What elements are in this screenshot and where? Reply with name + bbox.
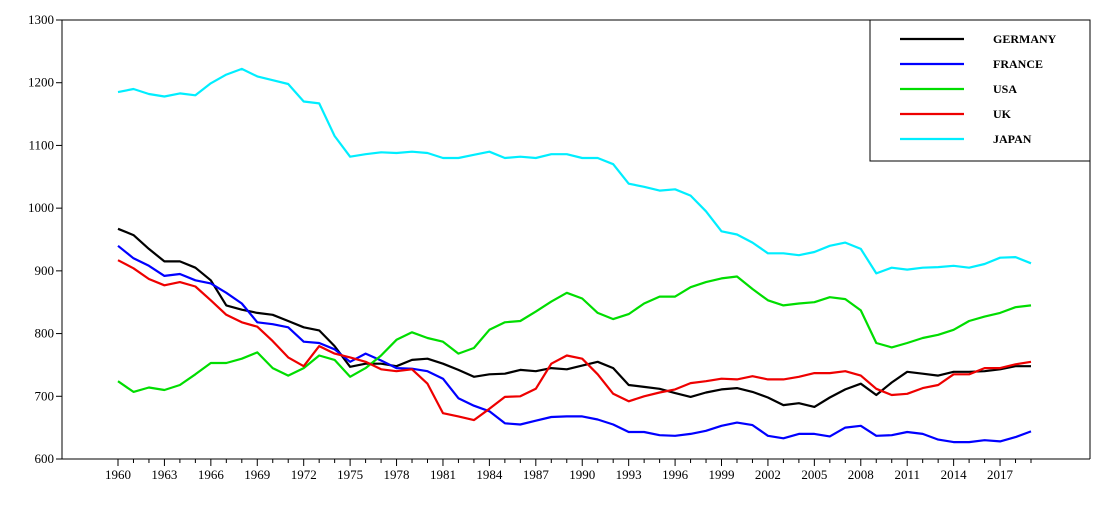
x-tick-label: 2017: [987, 467, 1014, 482]
x-tick-label: 1993: [616, 467, 642, 482]
y-tick-label: 1100: [28, 137, 54, 152]
x-tick-label: 2008: [848, 467, 874, 482]
x-tick-label: 1999: [709, 467, 735, 482]
x-tick-label: 1969: [244, 467, 270, 482]
y-tick-label: 1200: [28, 75, 54, 90]
x-tick-label: 1996: [662, 467, 689, 482]
y-tick-label: 800: [35, 326, 55, 341]
series-line-uk: [117, 259, 1032, 422]
legend-label-japan: JAPAN: [993, 132, 1032, 146]
x-tick-label: 1978: [384, 467, 410, 482]
x-tick-label: 1963: [151, 467, 177, 482]
x-tick-label: 1981: [430, 467, 456, 482]
x-tick-label: 1990: [569, 467, 595, 482]
x-tick-label: 1960: [105, 467, 131, 482]
legend-box: [869, 19, 1091, 162]
x-tick-label: 2011: [894, 467, 920, 482]
series-line-japan: [117, 67, 1032, 275]
x-tick-label: 2005: [801, 467, 827, 482]
legend-label-france: FRANCE: [993, 57, 1043, 71]
series-lines: [117, 67, 1032, 444]
x-tick-label: 2014: [941, 467, 968, 482]
x-tick-label: 1966: [198, 467, 225, 482]
legend-label-usa: USA: [993, 82, 1017, 96]
x-tick-label: 1975: [337, 467, 363, 482]
series-line-france: [117, 244, 1032, 444]
x-axis: 1960 1963 1966 1969 1972 1975 1978 1981 1984 1987…: [105, 459, 1032, 482]
y-tick-label: 900: [35, 263, 55, 278]
series-line-germany: [117, 227, 1031, 408]
y-tick-label: 1000: [28, 200, 54, 215]
x-tick-label: 1972: [291, 467, 317, 482]
legend-label-germany: GERMANY: [993, 32, 1057, 46]
x-tick-label: 1987: [523, 467, 550, 482]
y-tick-label: 600: [35, 451, 55, 466]
x-tick-label: 1984: [476, 467, 503, 482]
legend-label-uk: UK: [993, 107, 1012, 121]
y-tick-label: 700: [35, 388, 55, 403]
x-tick-label: 2002: [755, 467, 781, 482]
series-line-usa: [117, 275, 1032, 393]
legend: GERMANY FRANCE USA UK JAPAN: [869, 19, 1091, 162]
y-tick-label: 1300: [28, 12, 54, 27]
y-axis: 600 700 800 900 1000 1100 1200 1300: [28, 12, 62, 466]
